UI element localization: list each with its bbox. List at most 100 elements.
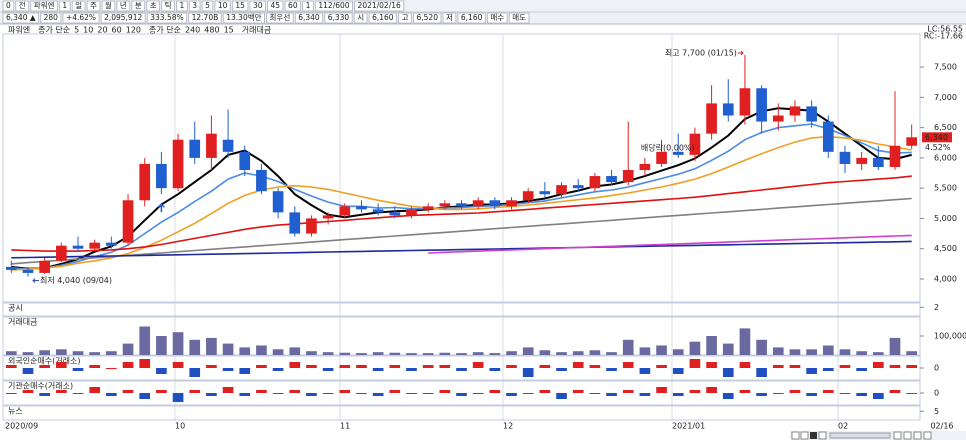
- ma-line: [11, 240, 912, 259]
- legend-item: 종가 단순: [149, 25, 181, 35]
- net-buy-bar: [806, 393, 817, 396]
- x-tick-label: 12: [503, 422, 513, 431]
- net-buy-bar: [639, 368, 651, 374]
- toolbar-item[interactable]: [86, 0, 101, 12]
- net-buy-bar: [139, 359, 151, 368]
- toolbar-item[interactable]: [249, 0, 266, 12]
- candle-body: [306, 218, 317, 234]
- legend-item: 120: [126, 26, 141, 35]
- toolbar-item[interactable]: [188, 12, 222, 24]
- toolbar-item[interactable]: [15, 0, 30, 12]
- candle-body: [739, 88, 751, 116]
- toolbar-item[interactable]: [188, 0, 201, 12]
- nav-button[interactable]: [923, 431, 932, 440]
- net-buy-bar: [622, 362, 634, 368]
- toolbar-item[interactable]: [62, 12, 100, 24]
- toolbar-item[interactable]: [508, 12, 530, 24]
- nav-button[interactable]: [810, 432, 817, 439]
- volume-bar: [522, 347, 534, 355]
- toolbar-item[interactable]: [302, 0, 314, 12]
- net-buy-bar: [522, 393, 534, 394]
- toolbar-item[interactable]: [267, 0, 284, 12]
- toolbar-item[interactable]: [30, 0, 58, 12]
- candle-body: [56, 245, 67, 261]
- net-buy-bar: [139, 393, 151, 399]
- net-buy-bar: [572, 390, 584, 393]
- toolbar-item[interactable]: [368, 12, 398, 24]
- volume-bar: [472, 352, 484, 355]
- toolbar-item[interactable]: [413, 12, 442, 24]
- toolbar-item[interactable]: [398, 12, 412, 24]
- toolbar-item[interactable]: [71, 0, 86, 12]
- y-tick-label: 5,000: [934, 214, 957, 223]
- net-buy-bar: [322, 368, 334, 371]
- toolbar-item[interactable]: [284, 0, 302, 12]
- panel-title: 거래대금: [8, 318, 37, 327]
- toolbar-item[interactable]: [58, 0, 71, 12]
- scrollbar[interactable]: [829, 432, 891, 439]
- nav-button[interactable]: [903, 431, 912, 440]
- net-buy-bar: [656, 365, 667, 368]
- toolbar-item[interactable]: [231, 0, 249, 12]
- candle-body: [122, 200, 134, 243]
- y-tick-label: 0: [934, 389, 939, 398]
- toolbar-item[interactable]: [457, 12, 486, 24]
- nav-button[interactable]: [893, 431, 902, 440]
- toolbar-text: 1: [180, 1, 185, 10]
- net-buy-bar: [506, 393, 517, 396]
- panel-title: 기관순매수(거래소): [8, 381, 73, 391]
- toolbar-item[interactable]: [2, 12, 40, 24]
- toolbar-item[interactable]: [442, 12, 457, 24]
- toolbar-item[interactable]: [222, 12, 266, 24]
- nav-button[interactable]: [800, 431, 809, 440]
- net-buy-bar: [839, 393, 851, 394]
- toolbar-text: 30: [253, 1, 263, 10]
- net-buy-bar: [172, 362, 184, 368]
- toolbar-item[interactable]: [354, 0, 405, 12]
- toolbar-item[interactable]: [353, 12, 368, 24]
- toolbar-item[interactable]: [266, 12, 294, 24]
- nav-button[interactable]: [791, 431, 800, 440]
- net-buy-bar: [372, 368, 384, 371]
- toolbar-item[interactable]: [486, 12, 508, 24]
- net-buy-bar: [472, 362, 484, 368]
- toolbar-item[interactable]: [100, 12, 146, 24]
- toolbar-item[interactable]: [146, 12, 188, 24]
- toolbar-item[interactable]: [40, 12, 62, 24]
- toolbar-item[interactable]: [294, 12, 324, 24]
- volume-bar: [106, 351, 117, 355]
- toolbar-item[interactable]: [101, 0, 116, 12]
- toolbar-item[interactable]: [161, 0, 176, 12]
- candle-body: [339, 206, 351, 216]
- toolbar-text: 6,340: [298, 13, 320, 22]
- nav-button[interactable]: [913, 431, 922, 440]
- toolbar-item[interactable]: [314, 0, 354, 12]
- legend-item: 480: [204, 26, 219, 35]
- toolbar-item[interactable]: [201, 0, 214, 12]
- net-buy-bar: [822, 390, 834, 393]
- toolbar-item[interactable]: [214, 0, 231, 12]
- toolbar-item[interactable]: [116, 0, 131, 12]
- candle-body: [639, 163, 651, 170]
- volume-bar: [89, 352, 101, 355]
- legend-item: 20: [97, 26, 107, 35]
- net-buy-bar: [339, 390, 351, 393]
- toolbar-item[interactable]: [324, 12, 353, 24]
- net-buy-bar: [489, 390, 501, 393]
- toolbar-item[interactable]: [176, 0, 188, 12]
- net-buy-bar: [889, 365, 901, 368]
- nav-button[interactable]: [818, 431, 827, 440]
- panel-frame: [2, 405, 921, 421]
- candle-body: [322, 215, 334, 219]
- toolbar-text: 3: [192, 1, 197, 10]
- toolbar-item[interactable]: [131, 0, 146, 12]
- toolbar-item[interactable]: [146, 0, 161, 12]
- toolbar-item[interactable]: [2, 0, 15, 12]
- candle-body: [456, 203, 467, 207]
- y-tick-label: 6,500: [934, 123, 957, 132]
- toolbar-text: 년: [120, 0, 127, 10]
- candle-body: [572, 185, 584, 189]
- y-tick-label: 4,000: [934, 274, 957, 283]
- net-buy-bar: [606, 368, 617, 371]
